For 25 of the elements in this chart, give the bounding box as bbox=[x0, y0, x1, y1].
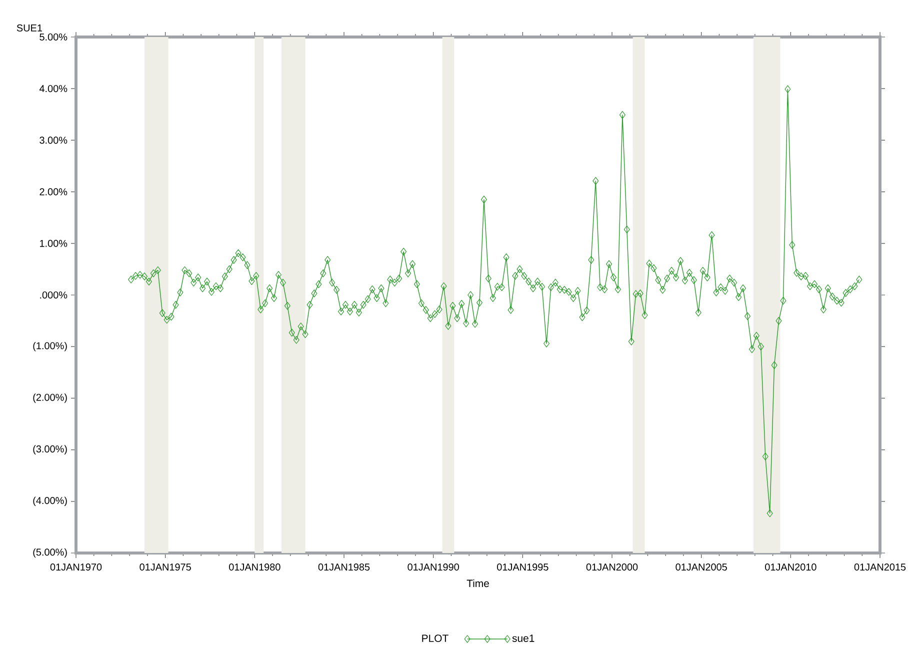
y-tick-label: (4.00%) bbox=[33, 496, 67, 506]
y-tick-label: 5.00% bbox=[40, 33, 68, 41]
legend-label: sue1 bbox=[512, 634, 534, 642]
y-tick-label: 1.00% bbox=[40, 240, 68, 247]
y-tick-label: .000% bbox=[40, 291, 68, 299]
x-tick-label: 01JAN2005 bbox=[676, 564, 727, 571]
y-tick-label: 4.00% bbox=[39, 85, 68, 92]
x-tick-label: 01JAN1980 bbox=[229, 564, 280, 571]
y-tick-label: (2.00%) bbox=[33, 394, 67, 403]
x-tick-label: 01JAN1985 bbox=[318, 564, 370, 571]
y-tick-label: 3.00% bbox=[40, 136, 68, 144]
x-tick-label: 01JAN1970 bbox=[50, 564, 102, 571]
y-tick-label: 2.00% bbox=[40, 188, 68, 196]
legend-title: PLOT bbox=[422, 634, 448, 642]
x-tick-label: 01JAN1975 bbox=[140, 564, 191, 571]
x-tick-label: 01JAN2010 bbox=[765, 564, 816, 571]
x-tick-label: 01JAN2000 bbox=[586, 564, 638, 571]
y-tick-label: (3.00%) bbox=[33, 445, 67, 454]
x-tick-label: 01JAN1995 bbox=[497, 564, 548, 571]
y-tick-label: (1.00%) bbox=[33, 342, 67, 352]
y-tick-label: (5.00%) bbox=[33, 548, 67, 558]
y-axis-title: SUE1 bbox=[16, 24, 42, 32]
x-axis-title: Time bbox=[466, 579, 489, 588]
x-tick-label: 01JAN1990 bbox=[408, 564, 459, 571]
x-tick-label: 01JAN2015 bbox=[854, 564, 906, 571]
